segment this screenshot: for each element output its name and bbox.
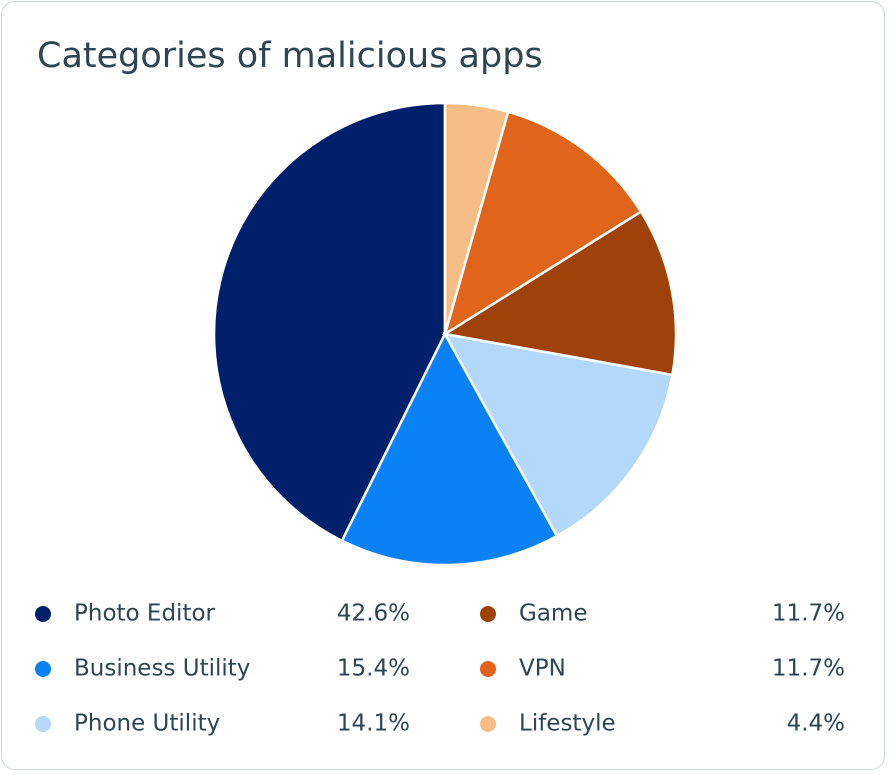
legend-value: 15.4%: [337, 656, 410, 682]
legend-label: Game: [519, 601, 587, 627]
pie-slice: [442, 110, 643, 337]
pie-slice: [212, 101, 447, 543]
legend-label: Photo Editor: [74, 601, 216, 627]
legend-value: 14.1%: [337, 711, 410, 737]
legend-marker: [35, 661, 51, 677]
legend-marker: [35, 716, 51, 732]
pie-slice: [443, 101, 510, 335]
legend-marker: [35, 606, 51, 622]
legend-label: Phone Utility: [74, 711, 220, 737]
pie-slice: [441, 209, 678, 377]
legend-marker: [480, 661, 496, 677]
legend-value: 42.6%: [337, 601, 410, 627]
chart-title: Categories of malicious apps: [37, 36, 543, 76]
legend-label: VPN: [519, 656, 566, 682]
legend-label: Lifestyle: [519, 711, 616, 737]
pie-slice: [442, 332, 674, 538]
legend-value: 11.7%: [772, 656, 845, 682]
legend-marker: [480, 716, 496, 732]
legend-label: Business Utility: [74, 656, 250, 682]
legend-value: 4.4%: [787, 711, 845, 737]
legend-value: 11.7%: [772, 601, 845, 627]
legend-marker: [480, 606, 496, 622]
pie-slice: [340, 331, 559, 567]
